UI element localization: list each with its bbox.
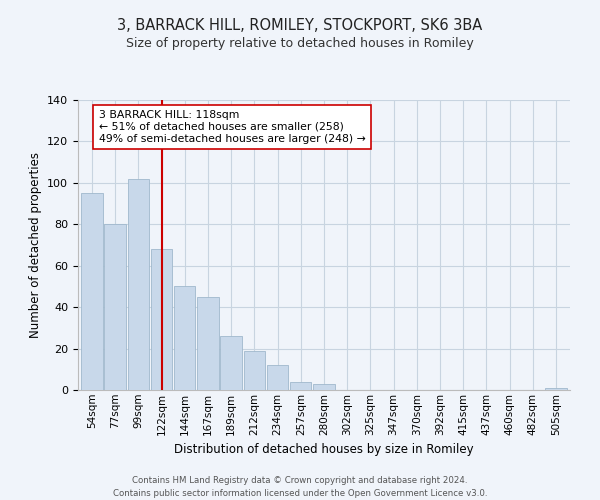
- Bar: [244, 350, 265, 390]
- Bar: [81, 193, 103, 390]
- Bar: [104, 224, 126, 390]
- X-axis label: Distribution of detached houses by size in Romiley: Distribution of detached houses by size …: [174, 443, 474, 456]
- Bar: [545, 388, 567, 390]
- Text: 3 BARRACK HILL: 118sqm
← 51% of detached houses are smaller (258)
49% of semi-de: 3 BARRACK HILL: 118sqm ← 51% of detached…: [99, 110, 365, 144]
- Text: Contains public sector information licensed under the Open Government Licence v3: Contains public sector information licen…: [113, 489, 487, 498]
- Bar: [267, 365, 288, 390]
- Bar: [128, 178, 149, 390]
- Text: 3, BARRACK HILL, ROMILEY, STOCKPORT, SK6 3BA: 3, BARRACK HILL, ROMILEY, STOCKPORT, SK6…: [118, 18, 482, 32]
- Text: Size of property relative to detached houses in Romiley: Size of property relative to detached ho…: [126, 38, 474, 51]
- Bar: [220, 336, 242, 390]
- Text: Contains HM Land Registry data © Crown copyright and database right 2024.: Contains HM Land Registry data © Crown c…: [132, 476, 468, 485]
- Bar: [197, 297, 218, 390]
- Bar: [151, 249, 172, 390]
- Bar: [290, 382, 311, 390]
- Y-axis label: Number of detached properties: Number of detached properties: [29, 152, 41, 338]
- Bar: [174, 286, 196, 390]
- Bar: [313, 384, 335, 390]
